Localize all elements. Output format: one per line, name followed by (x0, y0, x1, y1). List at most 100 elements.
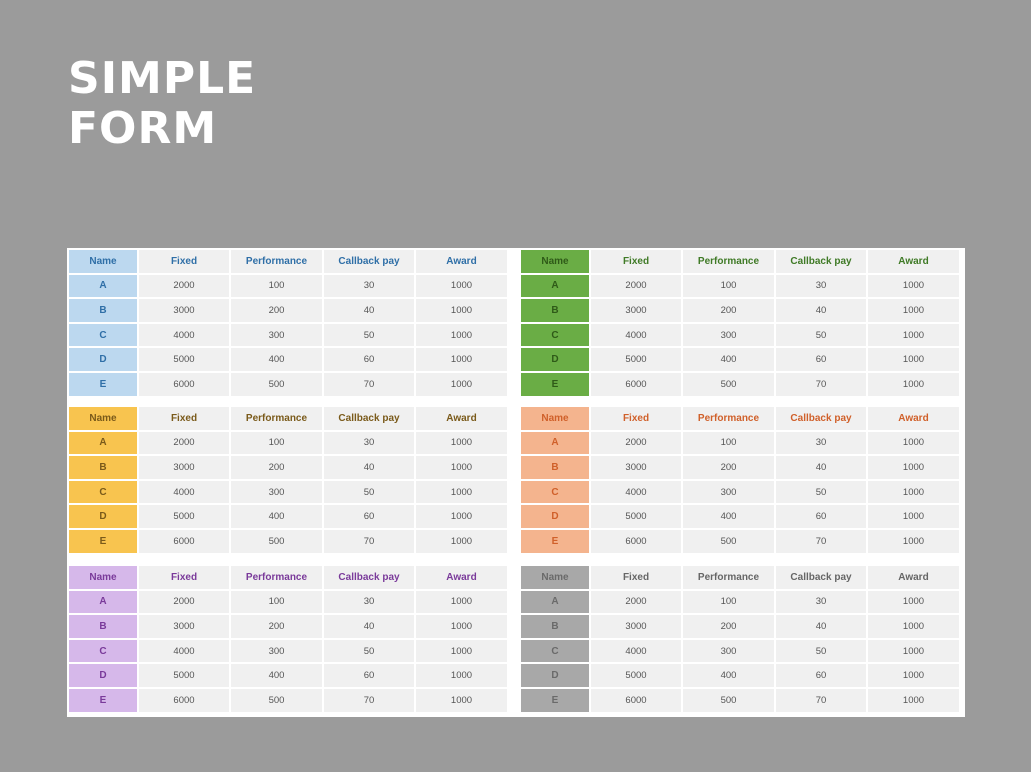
column-header-name: Name (69, 250, 137, 273)
cell-fixed: 5000 (139, 505, 229, 528)
cell-award: 1000 (868, 615, 959, 638)
cell-fixed: 2000 (591, 274, 681, 298)
column-header-callback-pay: Callback pay (776, 566, 866, 589)
cell-name: E (521, 372, 589, 396)
cell-name: B (69, 456, 137, 479)
cell-award: 1000 (868, 299, 959, 322)
table-header-row: Name Fixed Performance Callback pay Award (521, 566, 959, 589)
cell-performance: 300 (231, 639, 322, 663)
cell-callback-pay: 50 (324, 323, 414, 347)
cell-callback-pay: 60 (324, 664, 414, 687)
column-header-award: Award (416, 566, 507, 589)
cell-name: C (521, 639, 589, 663)
table-row: B 3000 200 40 1000 (69, 615, 507, 638)
cell-name: A (69, 274, 137, 298)
column-header-award: Award (868, 566, 959, 589)
cell-fixed: 4000 (139, 323, 229, 347)
cell-name: B (521, 299, 589, 322)
cell-performance: 500 (231, 688, 322, 712)
cell-award: 1000 (416, 431, 507, 455)
cell-callback-pay: 30 (776, 590, 866, 614)
cell-fixed: 3000 (591, 299, 681, 322)
column-header-callback-pay: Callback pay (776, 250, 866, 273)
table-row: A 2000 100 30 1000 (521, 590, 959, 614)
cell-performance: 400 (231, 505, 322, 528)
cell-fixed: 5000 (139, 348, 229, 371)
table-row: C 4000 300 50 1000 (69, 639, 507, 663)
cell-callback-pay: 70 (324, 529, 414, 553)
table-row: C 4000 300 50 1000 (521, 323, 959, 347)
cell-callback-pay: 40 (324, 299, 414, 322)
column-header-award: Award (868, 250, 959, 273)
column-header-fixed: Fixed (139, 407, 229, 430)
cell-award: 1000 (868, 664, 959, 687)
cell-award: 1000 (868, 639, 959, 663)
cell-award: 1000 (868, 431, 959, 455)
column-header-performance: Performance (683, 566, 774, 589)
cell-callback-pay: 60 (776, 505, 866, 528)
column-header-name: Name (521, 250, 589, 273)
cell-name: E (69, 529, 137, 553)
cell-award: 1000 (416, 274, 507, 298)
cell-award: 1000 (416, 664, 507, 687)
column-header-performance: Performance (231, 566, 322, 589)
table-row: B 3000 200 40 1000 (521, 299, 959, 322)
cell-name: A (521, 274, 589, 298)
cell-performance: 200 (231, 456, 322, 479)
cell-name: A (521, 431, 589, 455)
cell-award: 1000 (416, 323, 507, 347)
cell-name: B (69, 299, 137, 322)
cell-callback-pay: 50 (776, 480, 866, 504)
table-header-row: Name Fixed Performance Callback pay Award (69, 407, 507, 430)
cell-award: 1000 (416, 590, 507, 614)
column-header-award: Award (868, 407, 959, 430)
cell-fixed: 4000 (591, 323, 681, 347)
cell-name: E (69, 688, 137, 712)
table-blue: Name Fixed Performance Callback pay Award A 20… (67, 248, 509, 398)
cell-callback-pay: 50 (324, 480, 414, 504)
column-header-callback-pay: Callback pay (324, 407, 414, 430)
cell-award: 1000 (868, 505, 959, 528)
table-row: A 2000 100 30 1000 (69, 431, 507, 455)
cell-callback-pay: 70 (776, 372, 866, 396)
cell-award: 1000 (416, 529, 507, 553)
cell-fixed: 5000 (139, 664, 229, 687)
cell-name: D (521, 348, 589, 371)
cell-callback-pay: 30 (324, 274, 414, 298)
cell-name: E (521, 688, 589, 712)
cell-name: D (69, 348, 137, 371)
cell-performance: 200 (683, 456, 774, 479)
cell-callback-pay: 60 (324, 348, 414, 371)
cell-performance: 300 (231, 480, 322, 504)
cell-fixed: 4000 (591, 480, 681, 504)
column-header-callback-pay: Callback pay (324, 250, 414, 273)
cell-award: 1000 (868, 348, 959, 371)
cell-callback-pay: 30 (776, 274, 866, 298)
table-green: Name Fixed Performance Callback pay Award A 20… (519, 248, 961, 398)
cell-performance: 100 (231, 431, 322, 455)
cell-fixed: 2000 (591, 590, 681, 614)
cell-callback-pay: 30 (324, 431, 414, 455)
cell-callback-pay: 40 (776, 615, 866, 638)
column-header-name: Name (521, 566, 589, 589)
cell-fixed: 6000 (139, 529, 229, 553)
cell-name: A (69, 590, 137, 614)
cell-performance: 100 (683, 590, 774, 614)
cell-name: C (69, 639, 137, 663)
cell-fixed: 5000 (591, 348, 681, 371)
cell-callback-pay: 60 (776, 664, 866, 687)
table-row: A 2000 100 30 1000 (69, 274, 507, 298)
table-header-row: Name Fixed Performance Callback pay Award (521, 407, 959, 430)
table-row: B 3000 200 40 1000 (69, 299, 507, 322)
cell-performance: 400 (683, 505, 774, 528)
column-header-performance: Performance (231, 407, 322, 430)
table-row: D 5000 400 60 1000 (521, 348, 959, 371)
cell-callback-pay: 30 (324, 590, 414, 614)
cell-performance: 500 (683, 372, 774, 396)
column-header-performance: Performance (231, 250, 322, 273)
cell-award: 1000 (416, 688, 507, 712)
cell-performance: 300 (683, 323, 774, 347)
cell-award: 1000 (416, 348, 507, 371)
cell-fixed: 5000 (591, 505, 681, 528)
table-header-row: Name Fixed Performance Callback pay Award (521, 250, 959, 273)
